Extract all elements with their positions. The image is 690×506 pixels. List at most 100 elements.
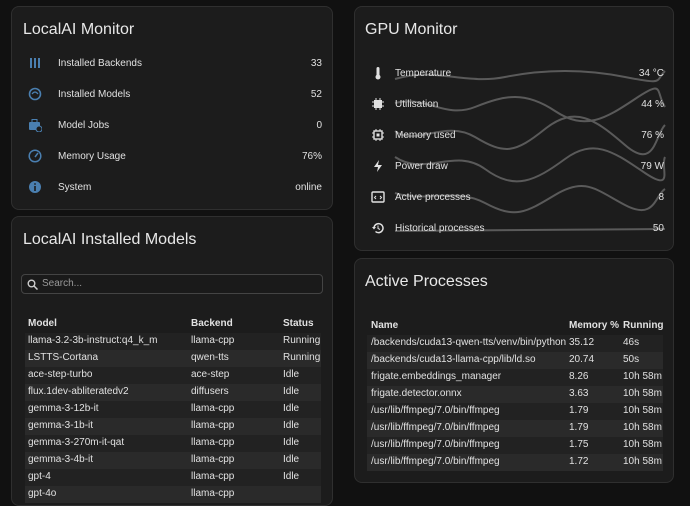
table-cell: gemma-3-270m-it-qat [28, 437, 125, 448]
table-cell: /backends/cuda13-qwen-tts/venv/bin/pytho… [371, 337, 567, 348]
table-row [25, 350, 321, 367]
sparklines [394, 70, 666, 232]
row-icon [375, 67, 381, 80]
row-label: Historical processes [395, 223, 485, 234]
table-cell: 1.75 [569, 439, 589, 450]
localai-monitor-card: LocalAI Monitor Installed Backends 33 Inst… [11, 6, 333, 210]
table-cell: llama-cpp [191, 420, 235, 431]
sparkline [394, 185, 666, 214]
table-cell: 3.63 [569, 388, 589, 399]
table-cell: 50s [623, 354, 640, 365]
card-title: LocalAI Monitor [23, 21, 135, 38]
table-cell: 1.79 [569, 405, 589, 416]
table-cell: 10h 58m [623, 422, 662, 433]
column-header: Model [28, 318, 57, 329]
row-label: System [58, 182, 92, 193]
column-header: Memory % [569, 320, 620, 331]
table-cell: 10h 58m [623, 388, 662, 399]
table-cell: LSTTS-Cortana [28, 352, 99, 363]
row-icon [374, 160, 382, 172]
table-cell: Idle [283, 420, 300, 431]
table-cell: diffusers [191, 386, 229, 397]
table-row [367, 386, 663, 403]
table-cell: Running [283, 335, 321, 346]
table-cell: ace-step [191, 369, 230, 380]
row-label: Power draw [395, 161, 448, 172]
table-cell: llama-cpp [191, 488, 235, 499]
table-cell: /usr/lib/ffmpeg/7.0/bin/ffmpeg [371, 405, 500, 416]
table-row [25, 401, 321, 418]
table-cell: Idle [283, 369, 300, 380]
table-row [367, 437, 663, 454]
search-box[interactable]: Search... [21, 274, 323, 294]
table-row [367, 420, 663, 437]
row-icon [30, 58, 40, 68]
active-processes-card: Active Processes Name Memory % Running/bac… [354, 258, 674, 483]
table-cell: llama-cpp [191, 403, 235, 414]
table-row [25, 469, 321, 486]
table-cell: frigate.embeddings_manager [371, 371, 502, 382]
sparkline [394, 70, 666, 83]
table-cell: gemma-3-12b-it [28, 403, 99, 414]
table-cell: Running [283, 352, 321, 363]
row-label: Active processes [395, 192, 471, 203]
table-row [367, 352, 663, 369]
table-cell: gpt-4o [28, 488, 57, 499]
row-value: 79 W [640, 161, 664, 172]
table-cell: 10h 58m [623, 439, 662, 450]
row-label: Installed Backends [58, 58, 142, 69]
row-label: Memory used [395, 130, 456, 141]
table-cell: /usr/lib/ffmpeg/7.0/bin/ffmpeg [371, 456, 500, 467]
table-cell: llama-cpp [191, 454, 235, 465]
table-row [367, 369, 663, 386]
table-cell: 20.74 [569, 354, 595, 365]
sparkline [394, 87, 666, 123]
sparkline [394, 115, 666, 156]
row-value: 8 [658, 192, 664, 203]
table-header-bg [367, 318, 663, 335]
row-icon [372, 129, 384, 141]
table-row [367, 335, 663, 352]
table-cell: llama-cpp [191, 471, 235, 482]
table-cell: Idle [283, 454, 300, 465]
table-row [25, 367, 321, 384]
table-cell: frigate.detector.onnx [371, 388, 462, 399]
row-icon [29, 119, 42, 132]
table-cell: gpt-4 [28, 471, 51, 482]
column-header: Running [623, 320, 664, 331]
row-value: 76 % [641, 130, 664, 141]
row-value: 0 [316, 120, 322, 131]
row-icon [371, 191, 385, 203]
table-cell: Idle [283, 403, 300, 414]
row-label: Utilisation [395, 99, 439, 110]
table-cell: llama-cpp [191, 437, 235, 448]
table-cell: 46s [623, 337, 640, 348]
table-cell: /usr/lib/ffmpeg/7.0/bin/ffmpeg [371, 439, 500, 450]
table-cell: qwen-tts [191, 352, 229, 363]
card-title: GPU Monitor [365, 21, 458, 38]
table-cell: gemma-3-4b-it [28, 454, 94, 465]
table-cell: 10h 58m [623, 405, 662, 416]
search-placeholder: Search... [42, 278, 83, 289]
row-value: 52 [310, 89, 322, 100]
table-row [25, 418, 321, 435]
column-header: Name [371, 320, 399, 331]
table-cell: 35.12 [569, 337, 595, 348]
row-label: Memory Usage [58, 151, 126, 162]
table-row [25, 384, 321, 401]
table-cell: 10h 58m [623, 371, 662, 382]
gpu-monitor-card: GPU Monitor Temperature 34 °C Utilisation 4… [354, 6, 674, 251]
table-cell: 1.72 [569, 456, 589, 467]
card-title: Active Processes [365, 273, 488, 290]
table-row [25, 452, 321, 469]
table-row [25, 486, 321, 503]
row-label: Installed Models [58, 89, 131, 100]
row-icon [372, 98, 384, 110]
table-cell: flux.1dev-abliteratedv2 [28, 386, 129, 397]
row-icon [28, 87, 42, 101]
row-value: 44 % [641, 99, 664, 110]
table-cell: Idle [283, 437, 300, 448]
table-header-bg [25, 316, 321, 333]
table-cell: 8.26 [569, 371, 589, 382]
